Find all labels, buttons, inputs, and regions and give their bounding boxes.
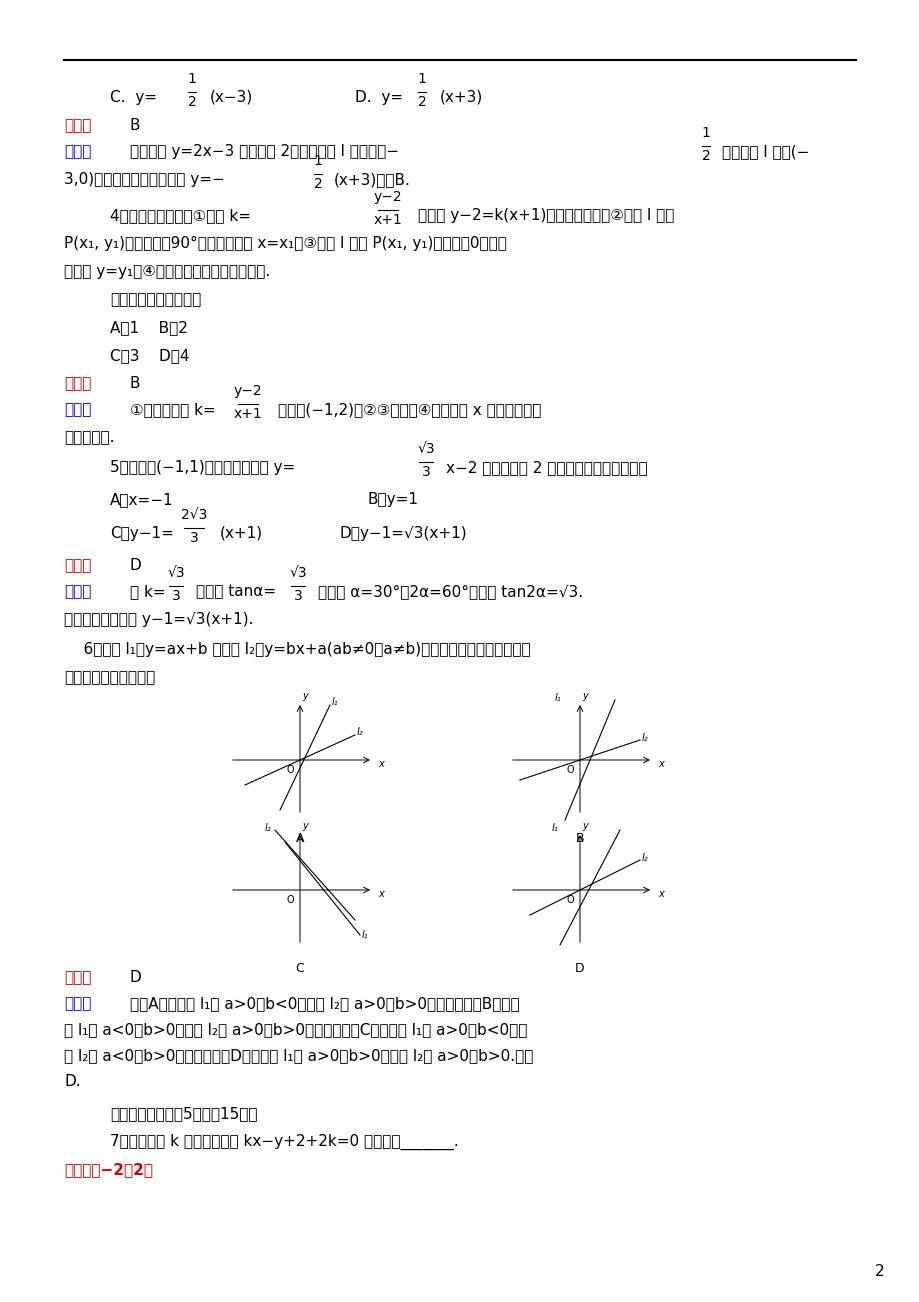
Text: 3: 3 <box>421 465 430 479</box>
Text: 1: 1 <box>417 72 426 86</box>
Text: l₁: l₁ <box>551 823 558 833</box>
Text: y−2: y−2 <box>233 384 262 398</box>
Text: x−2 的倾斜角的 2 倍的直线方程是（　　）: x−2 的倾斜角的 2 倍的直线方程是（ ） <box>446 460 647 475</box>
Text: 故所求直线方程为 y−1=√3(x+1).: 故所求直线方程为 y−1=√3(x+1). <box>64 612 254 628</box>
Text: 没有点斜式.: 没有点斜式. <box>64 430 114 445</box>
Text: √3: √3 <box>416 441 435 456</box>
Text: 1: 1 <box>187 72 197 86</box>
Text: x+1: x+1 <box>373 214 402 227</box>
Text: 解析：: 解析： <box>64 585 91 599</box>
Text: C.  y=: C. y= <box>110 90 157 105</box>
Text: y−2: y−2 <box>373 190 402 204</box>
Text: 由 k=: 由 k= <box>130 585 165 599</box>
Text: 3: 3 <box>172 589 180 603</box>
Text: y: y <box>301 822 308 831</box>
Text: 由 l₁得 a<0，b>0，而由 l₂得 a>0，b>0，矛盾；对于C选项，由 l₁得 a>0，b<0，而: 由 l₁得 a<0，b>0，而由 l₂得 a>0，b>0，矛盾；对于C选项，由 … <box>64 1022 527 1036</box>
Text: x: x <box>378 759 383 769</box>
Text: √3: √3 <box>167 566 185 579</box>
Text: 解析：: 解析： <box>64 996 91 1010</box>
Text: ，又直线 l 过点(−: ，又直线 l 过点(− <box>721 145 809 159</box>
Text: D: D <box>130 970 142 986</box>
Text: 1: 1 <box>701 126 709 141</box>
Text: 答案：: 答案： <box>64 376 91 391</box>
Text: 解析：: 解析： <box>64 145 91 159</box>
Text: y: y <box>301 691 308 700</box>
Text: D: D <box>574 962 584 975</box>
Text: 与方程 y−2=k(x+1)表示同一直线；②直线 l 过点: 与方程 y−2=k(x+1)表示同一直线；②直线 l 过点 <box>417 208 674 223</box>
Text: 对于A选项，由 l₁得 a>0，b<0，而由 l₂得 a>0，b>0，矛盾；对于B选项，: 对于A选项，由 l₁得 a>0，b<0，而由 l₂得 a>0，b>0，矛盾；对于… <box>130 996 519 1010</box>
Text: 2: 2 <box>313 177 322 191</box>
Text: 5．经过点(−1,1)，倾斜角是直线 y=: 5．经过点(−1,1)，倾斜角是直线 y= <box>110 460 295 475</box>
Text: O: O <box>286 894 293 905</box>
Text: D: D <box>130 559 142 573</box>
Text: 答案：: 答案： <box>64 118 91 133</box>
Text: 解析：: 解析： <box>64 402 91 417</box>
Text: ，所以 α=30°，2α=60°，所以 tan2α=√3.: ，所以 α=30°，2α=60°，所以 tan2α=√3. <box>318 585 583 599</box>
Text: 答案：: 答案： <box>64 559 91 573</box>
Text: O: O <box>565 894 573 905</box>
Text: A．1    B．2: A．1 B．2 <box>110 320 187 335</box>
Text: 3: 3 <box>189 531 199 546</box>
Text: l₁: l₁ <box>332 697 338 707</box>
Text: l₂: l₂ <box>265 823 271 833</box>
Text: √3: √3 <box>289 566 306 579</box>
Text: l₂: l₂ <box>357 727 363 737</box>
Text: 3,0)，故所求直线的方程为 y=−: 3,0)，故所求直线的方程为 y=− <box>64 172 224 187</box>
Text: x: x <box>657 759 664 769</box>
Text: 3: 3 <box>293 589 302 603</box>
Text: (x−3): (x−3) <box>210 90 253 105</box>
Text: 图象只可能是（　　）: 图象只可能是（ ） <box>64 671 155 685</box>
Text: B．y=1: B．y=1 <box>368 492 418 506</box>
Text: l₂: l₂ <box>641 853 648 863</box>
Text: C．3    D．4: C．3 D．4 <box>110 348 189 363</box>
Text: y: y <box>582 822 587 831</box>
Text: (x+3)，选B.: (x+3)，选B. <box>334 172 411 187</box>
Text: l₁: l₁ <box>554 693 561 703</box>
Text: 答案：（−2，2）: 答案：（−2，2） <box>64 1161 153 1177</box>
Text: 因为直线 y=2x−3 的斜率为 2，所以直线 l 的斜率为−: 因为直线 y=2x−3 的斜率为 2，所以直线 l 的斜率为− <box>130 145 399 159</box>
Text: 1: 1 <box>313 154 322 168</box>
Text: 6．直线 l₁：y=ax+b 与直线 l₂：y=bx+a(ab≠0，a≠b)在同一平面直角坐标系内的: 6．直线 l₁：y=ax+b 与直线 l₂：y=bx+a(ab≠0，a≠b)在同… <box>64 642 530 658</box>
Text: (x+3): (x+3) <box>439 90 482 105</box>
Text: B: B <box>130 376 141 391</box>
Text: 2: 2 <box>187 95 196 109</box>
Text: C．y−1=: C．y−1= <box>110 526 174 542</box>
Text: l₁: l₁ <box>361 930 368 940</box>
Text: y: y <box>582 691 587 700</box>
Text: 不含有(−1,2)；②③正确；④错误，与 x 轴垂直的直线: 不含有(−1,2)；②③正确；④错误，与 x 轴垂直的直线 <box>278 402 540 417</box>
Text: 正确的个数为（　　）: 正确的个数为（ ） <box>110 292 201 307</box>
Text: ，所以 tanα=: ，所以 tanα= <box>196 585 276 599</box>
Text: 二、填空题（每个5分，共15分）: 二、填空题（每个5分，共15分） <box>110 1105 257 1121</box>
Text: D.  y=: D. y= <box>355 90 403 105</box>
Text: 由 l₂得 a<0，b>0，矛盾；对于D选项，由 l₁得 a>0，b>0，而由 l₂得 a>0，b>0.故选: 由 l₂得 a<0，b>0，矛盾；对于D选项，由 l₁得 a>0，b>0，而由 … <box>64 1048 533 1062</box>
Text: B: B <box>575 832 584 845</box>
Text: 2: 2 <box>417 95 425 109</box>
Text: x: x <box>378 889 383 898</box>
Text: (x+1): (x+1) <box>220 526 263 542</box>
Text: D．y−1=√3(x+1): D．y−1=√3(x+1) <box>340 526 467 542</box>
Text: C: C <box>295 962 304 975</box>
Text: l₂: l₂ <box>641 733 648 743</box>
Text: A．x=−1: A．x=−1 <box>110 492 174 506</box>
Text: 4．下列四个结论：①方程 k=: 4．下列四个结论：①方程 k= <box>110 208 251 223</box>
Text: 2: 2 <box>874 1264 884 1280</box>
Text: D.: D. <box>64 1074 81 1088</box>
Text: O: O <box>565 766 573 775</box>
Text: O: O <box>286 766 293 775</box>
Text: x: x <box>657 889 664 898</box>
Text: 答案：: 答案： <box>64 970 91 986</box>
Text: B: B <box>130 118 141 133</box>
Text: x+1: x+1 <box>233 408 262 421</box>
Text: 方程是 y=y₁；④所有的直线都有点斜式方程.: 方程是 y=y₁；④所有的直线都有点斜式方程. <box>64 264 270 279</box>
Text: 7．无论实数 k 取何值，直线 kx−y+2+2k=0 恒过定点_______.: 7．无论实数 k 取何值，直线 kx−y+2+2k=0 恒过定点_______. <box>110 1134 459 1150</box>
Text: ①错误，方程 k=: ①错误，方程 k= <box>130 402 216 417</box>
Text: 2√3: 2√3 <box>181 508 207 522</box>
Text: 2: 2 <box>701 148 709 163</box>
Text: P(x₁, y₁)，倾斜角为90°，则其方程是 x=x₁；③直线 l 过点 P(x₁, y₁)，斜率为0，则其: P(x₁, y₁)，倾斜角为90°，则其方程是 x=x₁；③直线 l 过点 P(… <box>64 236 506 251</box>
Text: A: A <box>295 832 304 845</box>
